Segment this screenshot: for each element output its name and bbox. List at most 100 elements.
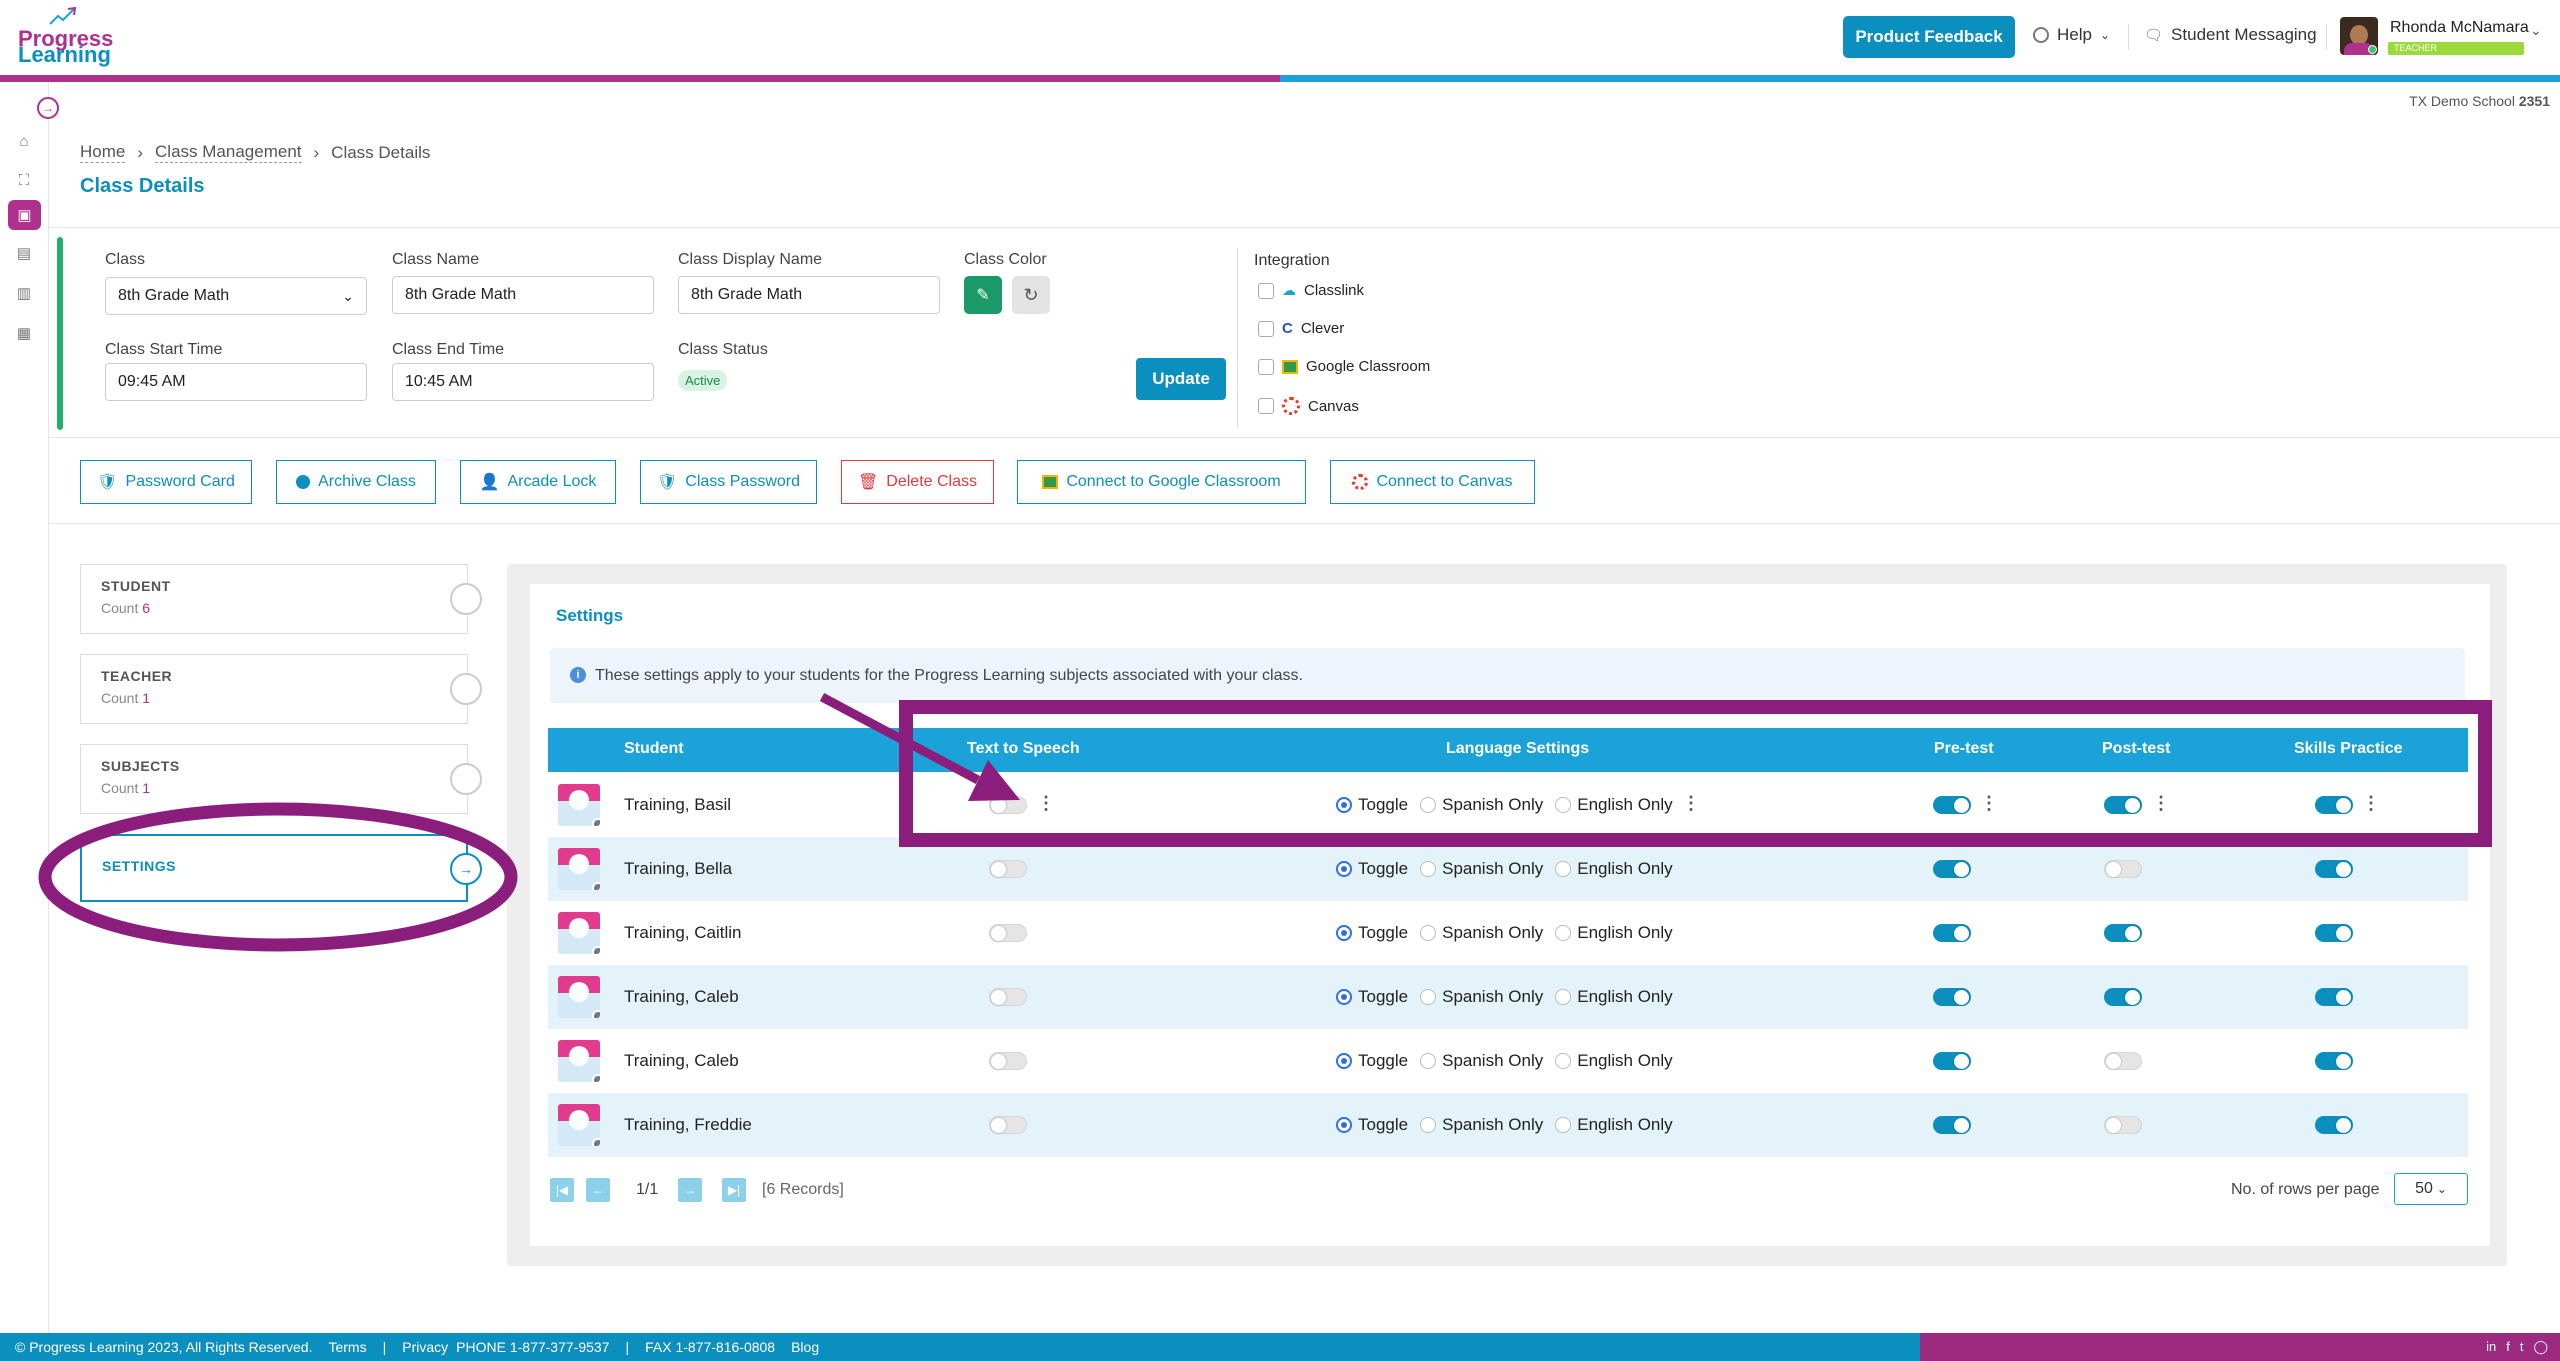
logo-icon[interactable] [48, 6, 78, 26]
text-to-speech-toggle[interactable] [989, 1052, 1027, 1070]
logo-line1[interactable]: Progress [18, 26, 114, 51]
class-start-time-input[interactable]: 09:45 AM [105, 363, 367, 401]
tab-student[interactable]: STUDENT Count 6 [80, 564, 468, 634]
canvas-checkbox[interactable] [1258, 398, 1274, 414]
google-classroom-checkbox[interactable] [1258, 358, 1274, 375]
radio-button[interactable] [1336, 1117, 1352, 1133]
last-page-button[interactable]: ▶| [722, 1178, 746, 1202]
language-option-toggle[interactable]: Toggle [1336, 859, 1408, 879]
language-option-english-only[interactable]: English Only [1555, 1051, 1673, 1071]
pre-test-toggle[interactable] [1933, 1052, 1971, 1070]
school-icon[interactable]: ⛶ [18, 171, 30, 189]
post-test-toggle[interactable] [2104, 988, 2142, 1006]
pre-test-column-menu-icon[interactable]: ⋮ [1980, 793, 1998, 813]
radio-button[interactable] [1555, 797, 1572, 813]
radio-button[interactable] [1555, 1117, 1572, 1133]
language-option-spanish-only[interactable]: Spanish Only [1420, 923, 1543, 943]
delete-class-button[interactable]: 🗑 Delete Class [841, 460, 994, 504]
help-menu[interactable]: Help ⌄ [2033, 25, 2110, 45]
language-option-english-only[interactable]: English Only [1555, 859, 1673, 879]
integration-clever[interactable]: C Clever [1258, 320, 1344, 337]
reset-color-button[interactable]: ↻ [1012, 276, 1050, 314]
language-option-spanish-only[interactable]: Spanish Only [1420, 987, 1543, 1007]
radio-button[interactable] [1336, 861, 1352, 877]
blog-link[interactable]: Blog [791, 1339, 820, 1355]
language-option-english-only[interactable]: English Only [1555, 1115, 1673, 1135]
radio-button[interactable] [1420, 1053, 1437, 1069]
archive-class-button[interactable]: Archive Class [276, 460, 436, 504]
radio-button[interactable] [1420, 1117, 1437, 1133]
class-select[interactable]: 8th Grade Math ⌄ [105, 277, 367, 315]
skills-practice-toggle[interactable] [2315, 1116, 2353, 1134]
language-option-spanish-only[interactable]: Spanish Only [1420, 1115, 1543, 1135]
tab-settings[interactable]: SETTINGS [80, 834, 468, 902]
language-option-english-only[interactable]: English Only [1555, 987, 1673, 1007]
tab-settings-arrow-icon[interactable]: → [450, 853, 482, 885]
pre-test-toggle[interactable] [1933, 1116, 1971, 1134]
pre-test-toggle[interactable] [1933, 924, 1971, 942]
post-test-column-menu-icon[interactable]: ⋮ [2152, 793, 2170, 813]
update-button[interactable]: Update [1136, 358, 1226, 400]
text-to-speech-toggle[interactable] [989, 988, 1027, 1006]
instagram-icon[interactable]: ◯ [2533, 1339, 2548, 1354]
book-icon[interactable]: ▤ [16, 245, 32, 262]
post-test-toggle[interactable] [2104, 924, 2142, 942]
terms-link[interactable]: Terms [328, 1339, 367, 1355]
integration-google-classroom[interactable]: Google Classroom [1258, 358, 1430, 375]
breadcrumb-class-management[interactable]: Class Management [155, 142, 302, 163]
tab-subjects-indicator[interactable] [450, 763, 482, 795]
language-option-english-only[interactable]: English Only [1555, 795, 1673, 815]
post-test-toggle[interactable] [2104, 796, 2142, 814]
post-test-toggle[interactable] [2104, 860, 2142, 878]
skills-practice-toggle[interactable] [2315, 988, 2353, 1006]
text-to-speech-toggle[interactable] [989, 1116, 1027, 1134]
language-column-menu-icon[interactable]: ⋮ [1682, 793, 1700, 813]
language-option-toggle[interactable]: Toggle [1336, 795, 1408, 815]
radio-button[interactable] [1555, 861, 1572, 877]
twitter-icon[interactable]: t [2519, 1339, 2524, 1354]
tab-subjects[interactable]: SUBJECTS Count 1 [80, 744, 468, 814]
avatar[interactable] [2340, 17, 2378, 55]
pre-test-toggle[interactable] [1933, 860, 1971, 878]
student-messaging-link[interactable]: 🗨 Student Messaging [2144, 25, 2317, 45]
class-name-input[interactable]: 8th Grade Math [392, 276, 654, 314]
class-display-name-input[interactable]: 8th Grade Math [678, 276, 940, 314]
post-test-toggle[interactable] [2104, 1052, 2142, 1070]
skills-practice-toggle[interactable] [2315, 924, 2353, 942]
product-feedback-button[interactable]: Product Feedback [1843, 16, 2015, 58]
prev-page-button[interactable]: ← [586, 1178, 610, 1202]
integration-canvas[interactable]: Canvas [1258, 397, 1359, 415]
radio-button[interactable] [1555, 989, 1572, 1005]
language-option-toggle[interactable]: Toggle [1336, 1115, 1408, 1135]
class-color-picker-button[interactable]: ✎ [964, 276, 1002, 314]
privacy-link[interactable]: Privacy [402, 1339, 449, 1355]
class-password-button[interactable]: 🛡 Class Password [640, 460, 817, 504]
linkedin-icon[interactable]: in [2486, 1339, 2497, 1354]
pre-test-toggle[interactable] [1933, 796, 1971, 814]
radio-button[interactable] [1336, 925, 1352, 941]
skills-practice-column-menu-icon[interactable]: ⋮ [2362, 793, 2380, 813]
skills-practice-toggle[interactable] [2315, 796, 2353, 814]
text-to-speech-toggle[interactable] [989, 796, 1027, 814]
language-option-spanish-only[interactable]: Spanish Only [1420, 859, 1543, 879]
tab-teacher[interactable]: TEACHER Count 1 [80, 654, 468, 724]
password-card-button[interactable]: 🛡 Password Card [80, 460, 252, 504]
clever-checkbox[interactable] [1258, 320, 1274, 337]
user-menu-chevron-icon[interactable]: ⌄ [2530, 22, 2542, 38]
logo-line2[interactable]: Learning [18, 42, 111, 67]
radio-button[interactable] [1420, 797, 1437, 813]
tab-teacher-indicator[interactable] [450, 673, 482, 705]
home-icon[interactable]: ⌂ [19, 132, 29, 150]
reports-icon[interactable]: ▥ [16, 285, 32, 302]
language-option-toggle[interactable]: Toggle [1336, 987, 1408, 1007]
text-to-speech-toggle[interactable] [989, 860, 1027, 878]
radio-button[interactable] [1336, 989, 1352, 1005]
radio-button[interactable] [1420, 925, 1437, 941]
classlink-checkbox[interactable] [1258, 282, 1274, 299]
pre-test-toggle[interactable] [1933, 988, 1971, 1006]
radio-button[interactable] [1420, 861, 1437, 877]
class-icon[interactable]: ▣ [8, 200, 41, 230]
assignment-icon[interactable]: ▦ [16, 325, 32, 342]
next-page-button[interactable]: → [678, 1178, 702, 1202]
arcade-lock-button[interactable]: 👤 Arcade Lock [460, 460, 616, 504]
